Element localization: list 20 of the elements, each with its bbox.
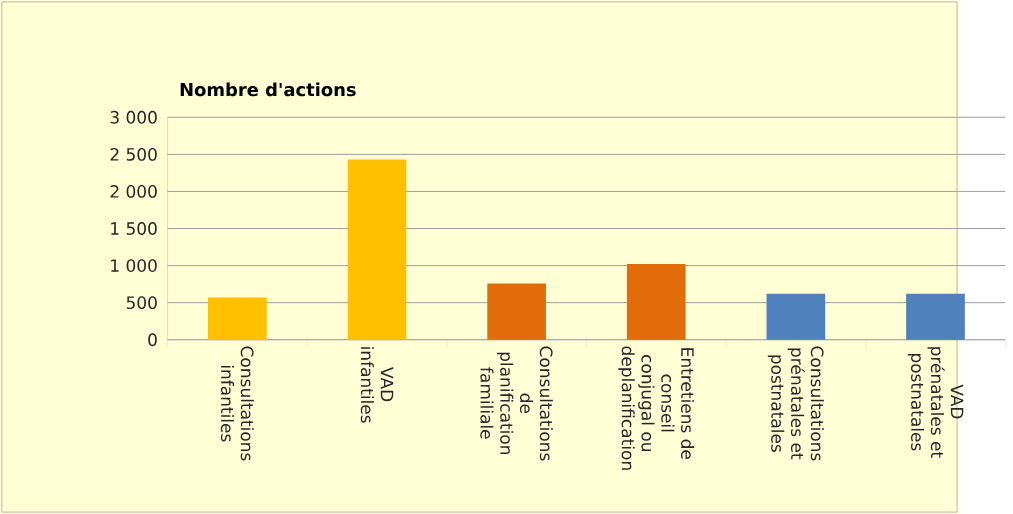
y-tick-label: 2 000 <box>110 185 157 198</box>
y-tick-label: 0 <box>148 333 157 347</box>
y-tick-label: 2 500 <box>110 147 157 161</box>
chart-title: Nombre d'actions <box>180 82 356 97</box>
x-tick-label: Entretiens de conseil conjugal ou deplanification <box>618 346 695 470</box>
bar <box>347 159 407 340</box>
bar <box>626 264 686 340</box>
bar <box>208 297 267 340</box>
y-tick-label: 1 000 <box>111 259 157 273</box>
y-tick-label: 500 <box>126 296 157 310</box>
x-tick-label: VAD infantiles <box>360 347 394 423</box>
y-tick-label: 1 500 <box>111 222 157 235</box>
bar <box>487 283 546 340</box>
x-tick-label: Consultations de planification familiale <box>480 346 553 461</box>
bar <box>766 293 826 340</box>
x-tick-label: Consultations infantiles <box>220 346 254 461</box>
y-tick-label: 3 000 <box>110 110 157 124</box>
x-tick-label: Consultations prénatales et postnatales <box>767 346 824 461</box>
x-tick-label: VAD prénatales et postnatales <box>907 347 964 458</box>
bar <box>906 293 965 340</box>
